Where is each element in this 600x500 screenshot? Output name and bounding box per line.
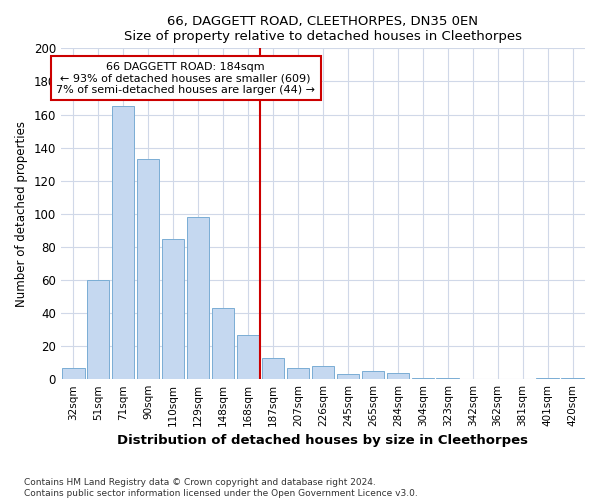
Bar [536,378,559,379]
Bar [287,368,309,379]
Bar [561,378,584,379]
Bar [162,238,184,379]
Bar [337,374,359,379]
Bar [362,371,384,379]
Bar [112,106,134,379]
Bar [436,378,459,379]
Bar [137,159,160,379]
Bar [412,378,434,379]
Bar [237,334,259,379]
Bar [262,358,284,379]
Bar [62,368,85,379]
Bar [187,217,209,379]
Bar [212,308,234,379]
Bar [87,280,109,379]
Title: 66, DAGGETT ROAD, CLEETHORPES, DN35 0EN
Size of property relative to detached ho: 66, DAGGETT ROAD, CLEETHORPES, DN35 0EN … [124,15,522,43]
Text: 66 DAGGETT ROAD: 184sqm
← 93% of detached houses are smaller (609)
7% of semi-de: 66 DAGGETT ROAD: 184sqm ← 93% of detache… [56,62,315,95]
Y-axis label: Number of detached properties: Number of detached properties [15,121,28,307]
X-axis label: Distribution of detached houses by size in Cleethorpes: Distribution of detached houses by size … [118,434,529,448]
Bar [386,372,409,379]
Text: Contains HM Land Registry data © Crown copyright and database right 2024.
Contai: Contains HM Land Registry data © Crown c… [24,478,418,498]
Bar [311,366,334,379]
